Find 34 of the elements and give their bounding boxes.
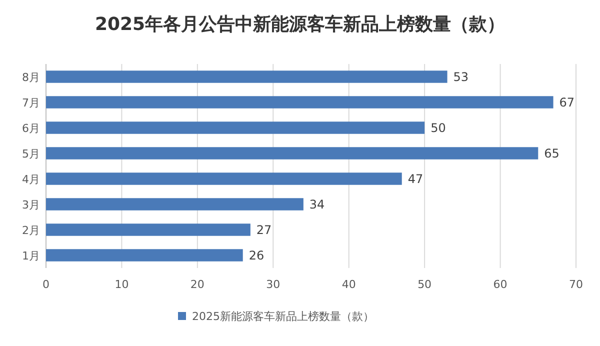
bar bbox=[46, 249, 243, 262]
y-tick-label: 8月 bbox=[22, 70, 40, 84]
bar bbox=[46, 224, 250, 236]
data-label: 47 bbox=[408, 172, 424, 186]
bar bbox=[46, 70, 448, 83]
y-tick-label: 3月 bbox=[22, 198, 40, 212]
x-tick-label: 50 bbox=[418, 278, 432, 291]
y-tick-label: 5月 bbox=[22, 147, 40, 160]
x-tick-label: 40 bbox=[342, 278, 356, 291]
bar bbox=[46, 198, 304, 210]
data-label: 27 bbox=[256, 222, 272, 237]
data-label: 26 bbox=[248, 248, 264, 262]
chart-title: 2025年各月公告中新能源客车新品上榜数量（款） bbox=[94, 14, 506, 35]
data-label: 50 bbox=[430, 120, 446, 135]
y-tick-label: 1月 bbox=[22, 249, 40, 262]
x-tick-label: 10 bbox=[114, 278, 129, 291]
x-tick-label: 70 bbox=[569, 278, 583, 291]
y-tick-label: 2月 bbox=[22, 224, 40, 237]
x-tick-label: 60 bbox=[493, 278, 508, 291]
bar bbox=[46, 122, 425, 134]
y-tick-label: 7月 bbox=[22, 96, 40, 110]
bar bbox=[46, 147, 538, 160]
bar bbox=[46, 96, 554, 108]
data-label: 53 bbox=[453, 70, 469, 84]
y-tick-label: 6月 bbox=[22, 122, 40, 135]
data-label: 34 bbox=[309, 197, 325, 212]
y-tick-label: 4月 bbox=[22, 172, 40, 186]
x-tick-label: 0 bbox=[42, 278, 50, 291]
data-label: 67 bbox=[559, 95, 575, 110]
data-label: 65 bbox=[544, 146, 560, 160]
bar bbox=[46, 172, 402, 185]
legend-label: 2025新能源客车新品上榜数量（款） bbox=[192, 310, 374, 323]
x-tick-label: 30 bbox=[266, 278, 280, 291]
x-tick-label: 20 bbox=[190, 278, 204, 291]
